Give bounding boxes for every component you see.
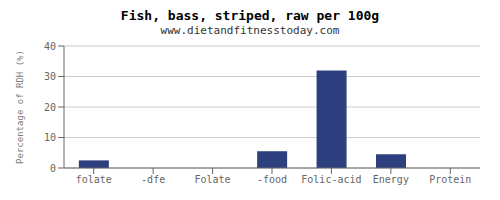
svg-text:10: 10: [44, 132, 56, 143]
svg-text:Folate: Folate: [195, 174, 231, 185]
svg-text:30: 30: [44, 71, 56, 82]
svg-text:40: 40: [44, 41, 56, 52]
svg-text:Folic-acid: Folic-acid: [301, 174, 361, 185]
svg-text:folate: folate: [76, 174, 112, 185]
svg-text:-dfe: -dfe: [141, 174, 165, 185]
svg-text:-food: -food: [257, 174, 287, 185]
html-text:Fish, bass, striped, raw per 1: Fish, bass, striped, raw per 100g: [120, 8, 380, 23]
html-text:www.dietandfitnesstoday.com: www.dietandfitnesstoday.com: [160, 24, 340, 37]
svg-text:Protein: Protein: [429, 174, 471, 185]
svg-text:0: 0: [50, 163, 56, 174]
svg-text:20: 20: [44, 102, 56, 113]
svg-text:Percentage of RDH (%): Percentage of RDH (%): [15, 50, 25, 164]
svg-text:Energy: Energy: [373, 174, 409, 185]
